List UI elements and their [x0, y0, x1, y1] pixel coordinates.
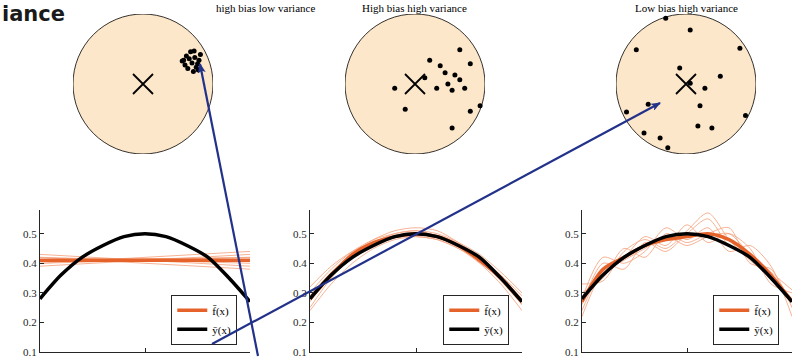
- svg-text:0.5: 0.5: [565, 228, 579, 240]
- svg-text:f̄(x): f̄(x): [484, 305, 501, 318]
- svg-text:0.2: 0.2: [565, 316, 579, 328]
- svg-text:Low bias high variance: Low bias high variance: [635, 2, 738, 14]
- svg-text:f̄(x): f̄(x): [754, 305, 771, 318]
- svg-text:0.3: 0.3: [23, 287, 37, 299]
- svg-text:0.2: 0.2: [23, 316, 37, 328]
- svg-text:0.4: 0.4: [293, 257, 307, 269]
- svg-text:ȳ(x): ȳ(x): [754, 324, 773, 337]
- svg-text:0.1: 0.1: [23, 346, 37, 358]
- svg-text:High bias high variance: High bias high variance: [362, 2, 467, 14]
- svg-text:ȳ(x): ȳ(x): [212, 324, 231, 337]
- svg-text:0.5: 0.5: [23, 228, 37, 240]
- svg-text:0.4: 0.4: [565, 257, 579, 269]
- html-text:iance: iance: [2, 2, 65, 26]
- svg-text:0.3: 0.3: [293, 287, 307, 299]
- svg-text:high bias low variance: high bias low variance: [216, 2, 315, 14]
- svg-text:0.2: 0.2: [293, 316, 307, 328]
- svg-text:f̄(x): f̄(x): [212, 305, 229, 318]
- svg-text:0.5: 0.5: [293, 228, 307, 240]
- svg-text:0.4: 0.4: [23, 257, 37, 269]
- svg-text:0.1: 0.1: [565, 346, 579, 358]
- svg-text:0.3: 0.3: [565, 287, 579, 299]
- svg-text:0.1: 0.1: [293, 346, 307, 358]
- svg-text:ȳ(x): ȳ(x): [484, 324, 503, 337]
